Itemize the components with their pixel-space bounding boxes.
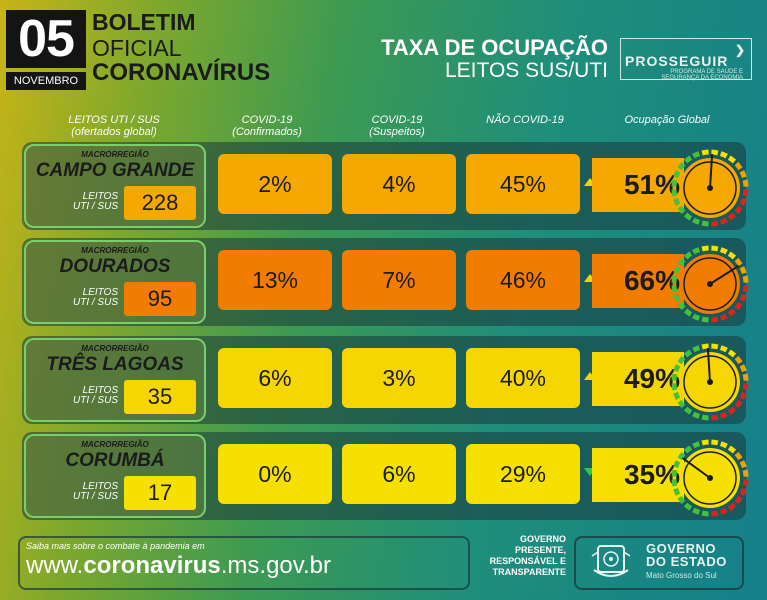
gauge-icon (671, 343, 749, 421)
leitos-count: 35 (124, 380, 196, 414)
region-card: MACRORREGIÃO CAMPO GRANDE LEITOS UTI / SU… (24, 144, 206, 228)
title-coronavirus: CORONAVÍRUS (92, 59, 271, 86)
covid-confirmados-cell: 6% (218, 348, 332, 408)
covid-suspeitos-cell: 4% (342, 154, 456, 214)
title-oficial: OFICIAL (92, 35, 182, 61)
column-header-covid-confirmados: COVID-19 (Confirmados) (232, 114, 302, 138)
page-subtitle: LEITOS SUS/UTI (445, 59, 608, 82)
leitos-label: LEITOS UTI / SUS (72, 191, 118, 212)
covid-suspeitos-cell: 3% (342, 348, 456, 408)
nao-covid-cell: 46% (466, 250, 580, 310)
region-name: TRÊS LAGOAS (46, 354, 184, 375)
table-row: MACRORREGIÃO DOURADOS LEITOS UTI / SUS 95… (22, 238, 749, 326)
date-day: 05 (6, 10, 86, 68)
table-row: MACRORREGIÃO TRÊS LAGOAS LEITOS UTI / SUS… (22, 336, 749, 424)
nao-covid-cell: 29% (466, 444, 580, 504)
covid-confirmados-cell: 0% (218, 444, 332, 504)
gauge-icon (671, 245, 749, 323)
region-name: CORUMBÁ (65, 450, 165, 471)
column-header-nao-covid: NÃO COVID-19 (486, 114, 564, 126)
macro-label: MACRORREGIÃO (81, 150, 149, 159)
global-occupancy-value: 49% (592, 352, 684, 406)
prosseguir-subtitle: PROGRAMA DE SAÚDE E SEGURANÇA DA ECONOMI… (661, 69, 743, 81)
column-header-leitos: LEITOS UTI / SUS (ofertados global) (68, 114, 160, 138)
gov-name: GOVERNO DO ESTADO (646, 541, 727, 569)
covid-confirmados-cell: 13% (218, 250, 332, 310)
leitos-count: 17 (124, 476, 196, 510)
prosseguir-logo: ❯ PROSSEGUIR PROGRAMA DE SAÚDE E SEGURAN… (620, 38, 752, 81)
column-header-ocupacao-global: Ocupação Global (624, 114, 710, 126)
leitos-count: 95 (124, 282, 196, 316)
leitos-label: LEITOS UTI / SUS (72, 287, 118, 308)
footer-caption: Saiba mais sobre o combate à pandemia em (26, 541, 205, 551)
leitos-label: LEITOS UTI / SUS (72, 385, 118, 406)
region-name: DOURADOS (59, 256, 171, 277)
gov-state: Mato Grosso do Sul (646, 571, 717, 580)
footer-url-link[interactable]: www.coronavirus.ms.gov.br (26, 552, 331, 579)
footer-site-box (18, 536, 470, 590)
region-name: CAMPO GRANDE (35, 160, 195, 181)
table-row: MACRORREGIÃO CAMPO GRANDE LEITOS UTI / SU… (22, 142, 749, 230)
state-seal-icon (591, 545, 631, 577)
covid-suspeitos-cell: 7% (342, 250, 456, 310)
region-card: MACRORREGIÃO TRÊS LAGOAS LEITOS UTI / SUS… (24, 338, 206, 422)
region-card: MACRORREGIÃO DOURADOS LEITOS UTI / SUS 95 (24, 240, 206, 324)
global-occupancy-value: 51% (592, 158, 684, 212)
covid-suspeitos-cell: 6% (342, 444, 456, 504)
leitos-label: LEITOS UTI / SUS (72, 481, 118, 502)
prosseguir-label: PROSSEGUIR (625, 53, 729, 69)
global-occupancy-value: 66% (592, 254, 684, 308)
title-boletim: BOLETIM (92, 9, 196, 35)
nao-covid-cell: 45% (466, 154, 580, 214)
gauge-icon (671, 439, 749, 517)
page-title: TAXA DE OCUPAÇÃO (381, 35, 608, 60)
macro-label: MACRORREGIÃO (81, 344, 149, 353)
macro-label: MACRORREGIÃO (81, 440, 149, 449)
column-header-covid-suspeitos: COVID-19 (Suspeitos) (369, 114, 425, 138)
date-badge: 05 NOVEMBRO (6, 10, 86, 90)
macro-label: MACRORREGIÃO (81, 246, 149, 255)
chevron-right-icon: ❯ (734, 43, 745, 57)
gauge-icon (671, 149, 749, 227)
gov-logo-box (574, 536, 744, 590)
region-card: MACRORREGIÃO CORUMBÁ LEITOS UTI / SUS 17 (24, 434, 206, 518)
global-occupancy-value: 35% (592, 448, 684, 502)
table-row: MACRORREGIÃO CORUMBÁ LEITOS UTI / SUS 17 … (22, 432, 749, 520)
covid-confirmados-cell: 2% (218, 154, 332, 214)
date-month: NOVEMBRO (6, 72, 86, 90)
gov-slogan: GOVERNO PRESENTE, RESPONSÁVEL E TRANSPAR… (489, 534, 566, 577)
nao-covid-cell: 40% (466, 348, 580, 408)
leitos-count: 228 (124, 186, 196, 220)
